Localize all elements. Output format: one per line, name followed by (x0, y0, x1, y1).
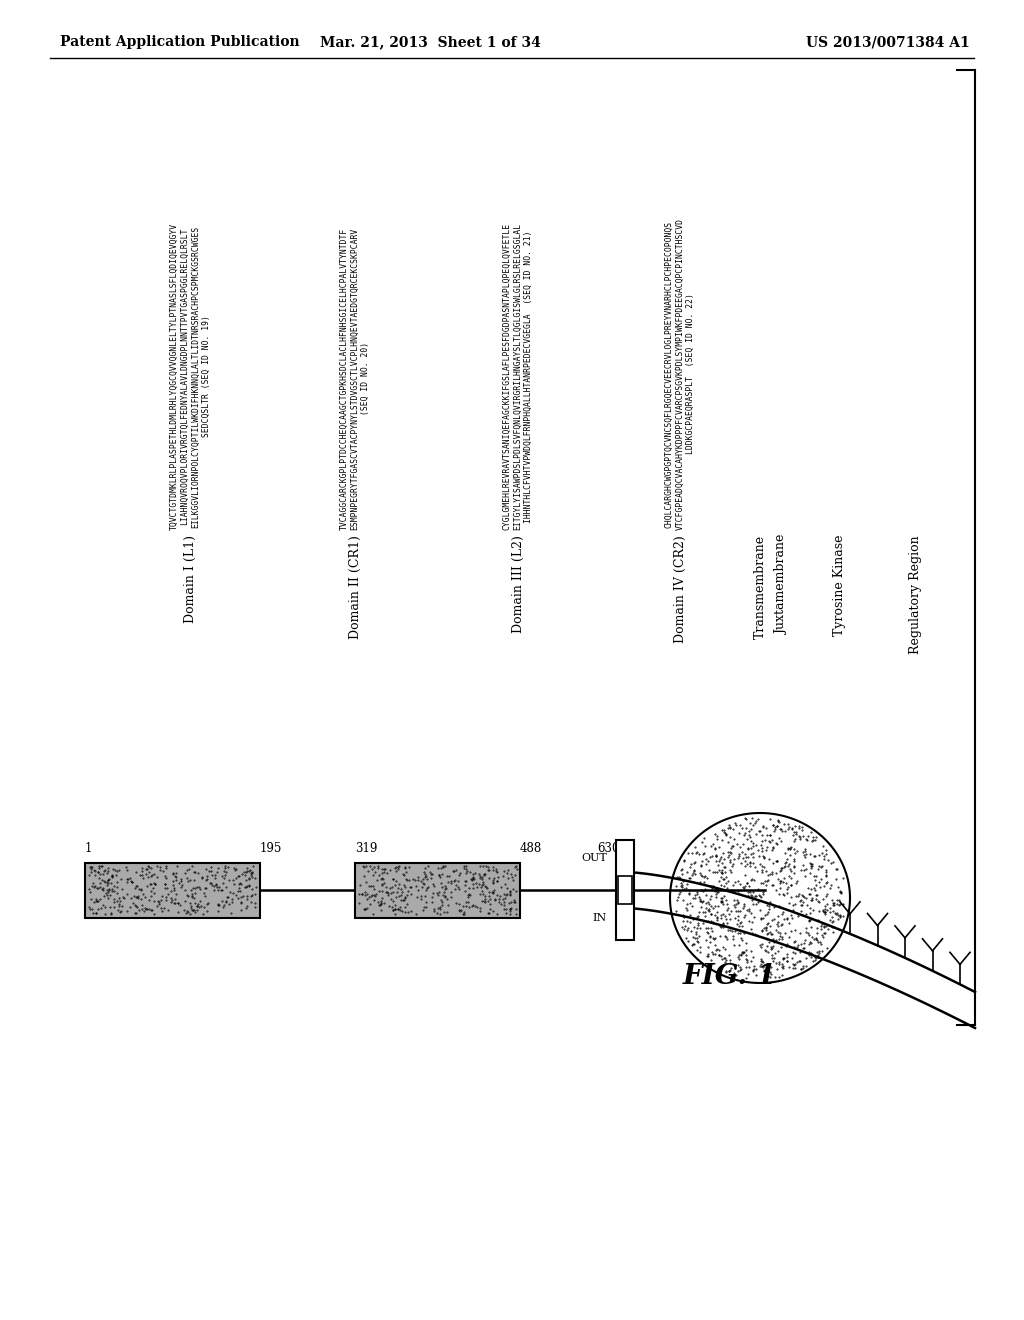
Text: Domain I (L1): Domain I (L1) (183, 535, 197, 623)
Text: Juxtamembrane: Juxtamembrane (775, 535, 788, 635)
Text: Domain IV (CR2): Domain IV (CR2) (674, 535, 686, 643)
Bar (616, 840, 634, 940)
Text: OUT: OUT (582, 853, 607, 863)
Text: TQVCTGTDMKLRLPLASPETHLDMLRHLYQGCQVVQGNLELTYLPTNASLSFLQDIQEVQGYV
LIAHNQVROQVPLORI: TQVCTGTDMKLRLPLASPETHLDMLRHLYQGCQVVQGNLE… (169, 223, 211, 531)
Text: 488: 488 (520, 842, 543, 854)
Text: CYGLGMEHLREVRAVTSANIQEFAGCKKIFGSLAFLPESFDGDPASNTAPLQPEQLQVFETLE
EITGYLYISAWPDSLP: CYGLGMEHLREVRAVTSANIQEFAGCKKIFGSLAFLPESF… (503, 223, 534, 531)
Text: CHQLCARGHCWGPGPTQCVNCSQFLRGQECVEECRVLOGLPREYVNARHCLPCHPECOPONQS
VTCFGPEADQCVACAH: CHQLCARGHCWGPGPTQCVNCSQFLRGQECVEECRVLOGL… (665, 218, 695, 531)
Bar (618, 876, 632, 904)
Text: US 2013/0071384 A1: US 2013/0071384 A1 (806, 36, 970, 49)
Text: 195: 195 (260, 842, 283, 854)
Text: Domain II (CR1): Domain II (CR1) (348, 535, 361, 639)
Text: IN: IN (593, 913, 607, 923)
Bar (85, 862, 260, 917)
Text: Patent Application Publication: Patent Application Publication (60, 36, 300, 49)
Text: 630: 630 (597, 842, 620, 854)
Text: TVCAGGCARCKGPLPTDCCHEQCAAGCTGPKHSDCLACLHFNHSGICELHCPALVTYNTDTF
ESMPNPEGRYTFGASCV: TVCAGGCARCKGPLPTDCCHEQCAAGCTGPKHSDCLACLH… (340, 228, 371, 531)
Text: 1: 1 (85, 842, 92, 854)
Text: Regulatory Region: Regulatory Region (908, 535, 922, 653)
Text: 319: 319 (355, 842, 378, 854)
Text: Transmembrane: Transmembrane (754, 535, 767, 639)
Text: Mar. 21, 2013  Sheet 1 of 34: Mar. 21, 2013 Sheet 1 of 34 (319, 36, 541, 49)
Text: Domain III (L2): Domain III (L2) (512, 535, 524, 632)
Bar (355, 862, 520, 917)
Text: FIG. 1: FIG. 1 (683, 964, 777, 990)
Text: Tyrosine Kinase: Tyrosine Kinase (834, 535, 847, 636)
